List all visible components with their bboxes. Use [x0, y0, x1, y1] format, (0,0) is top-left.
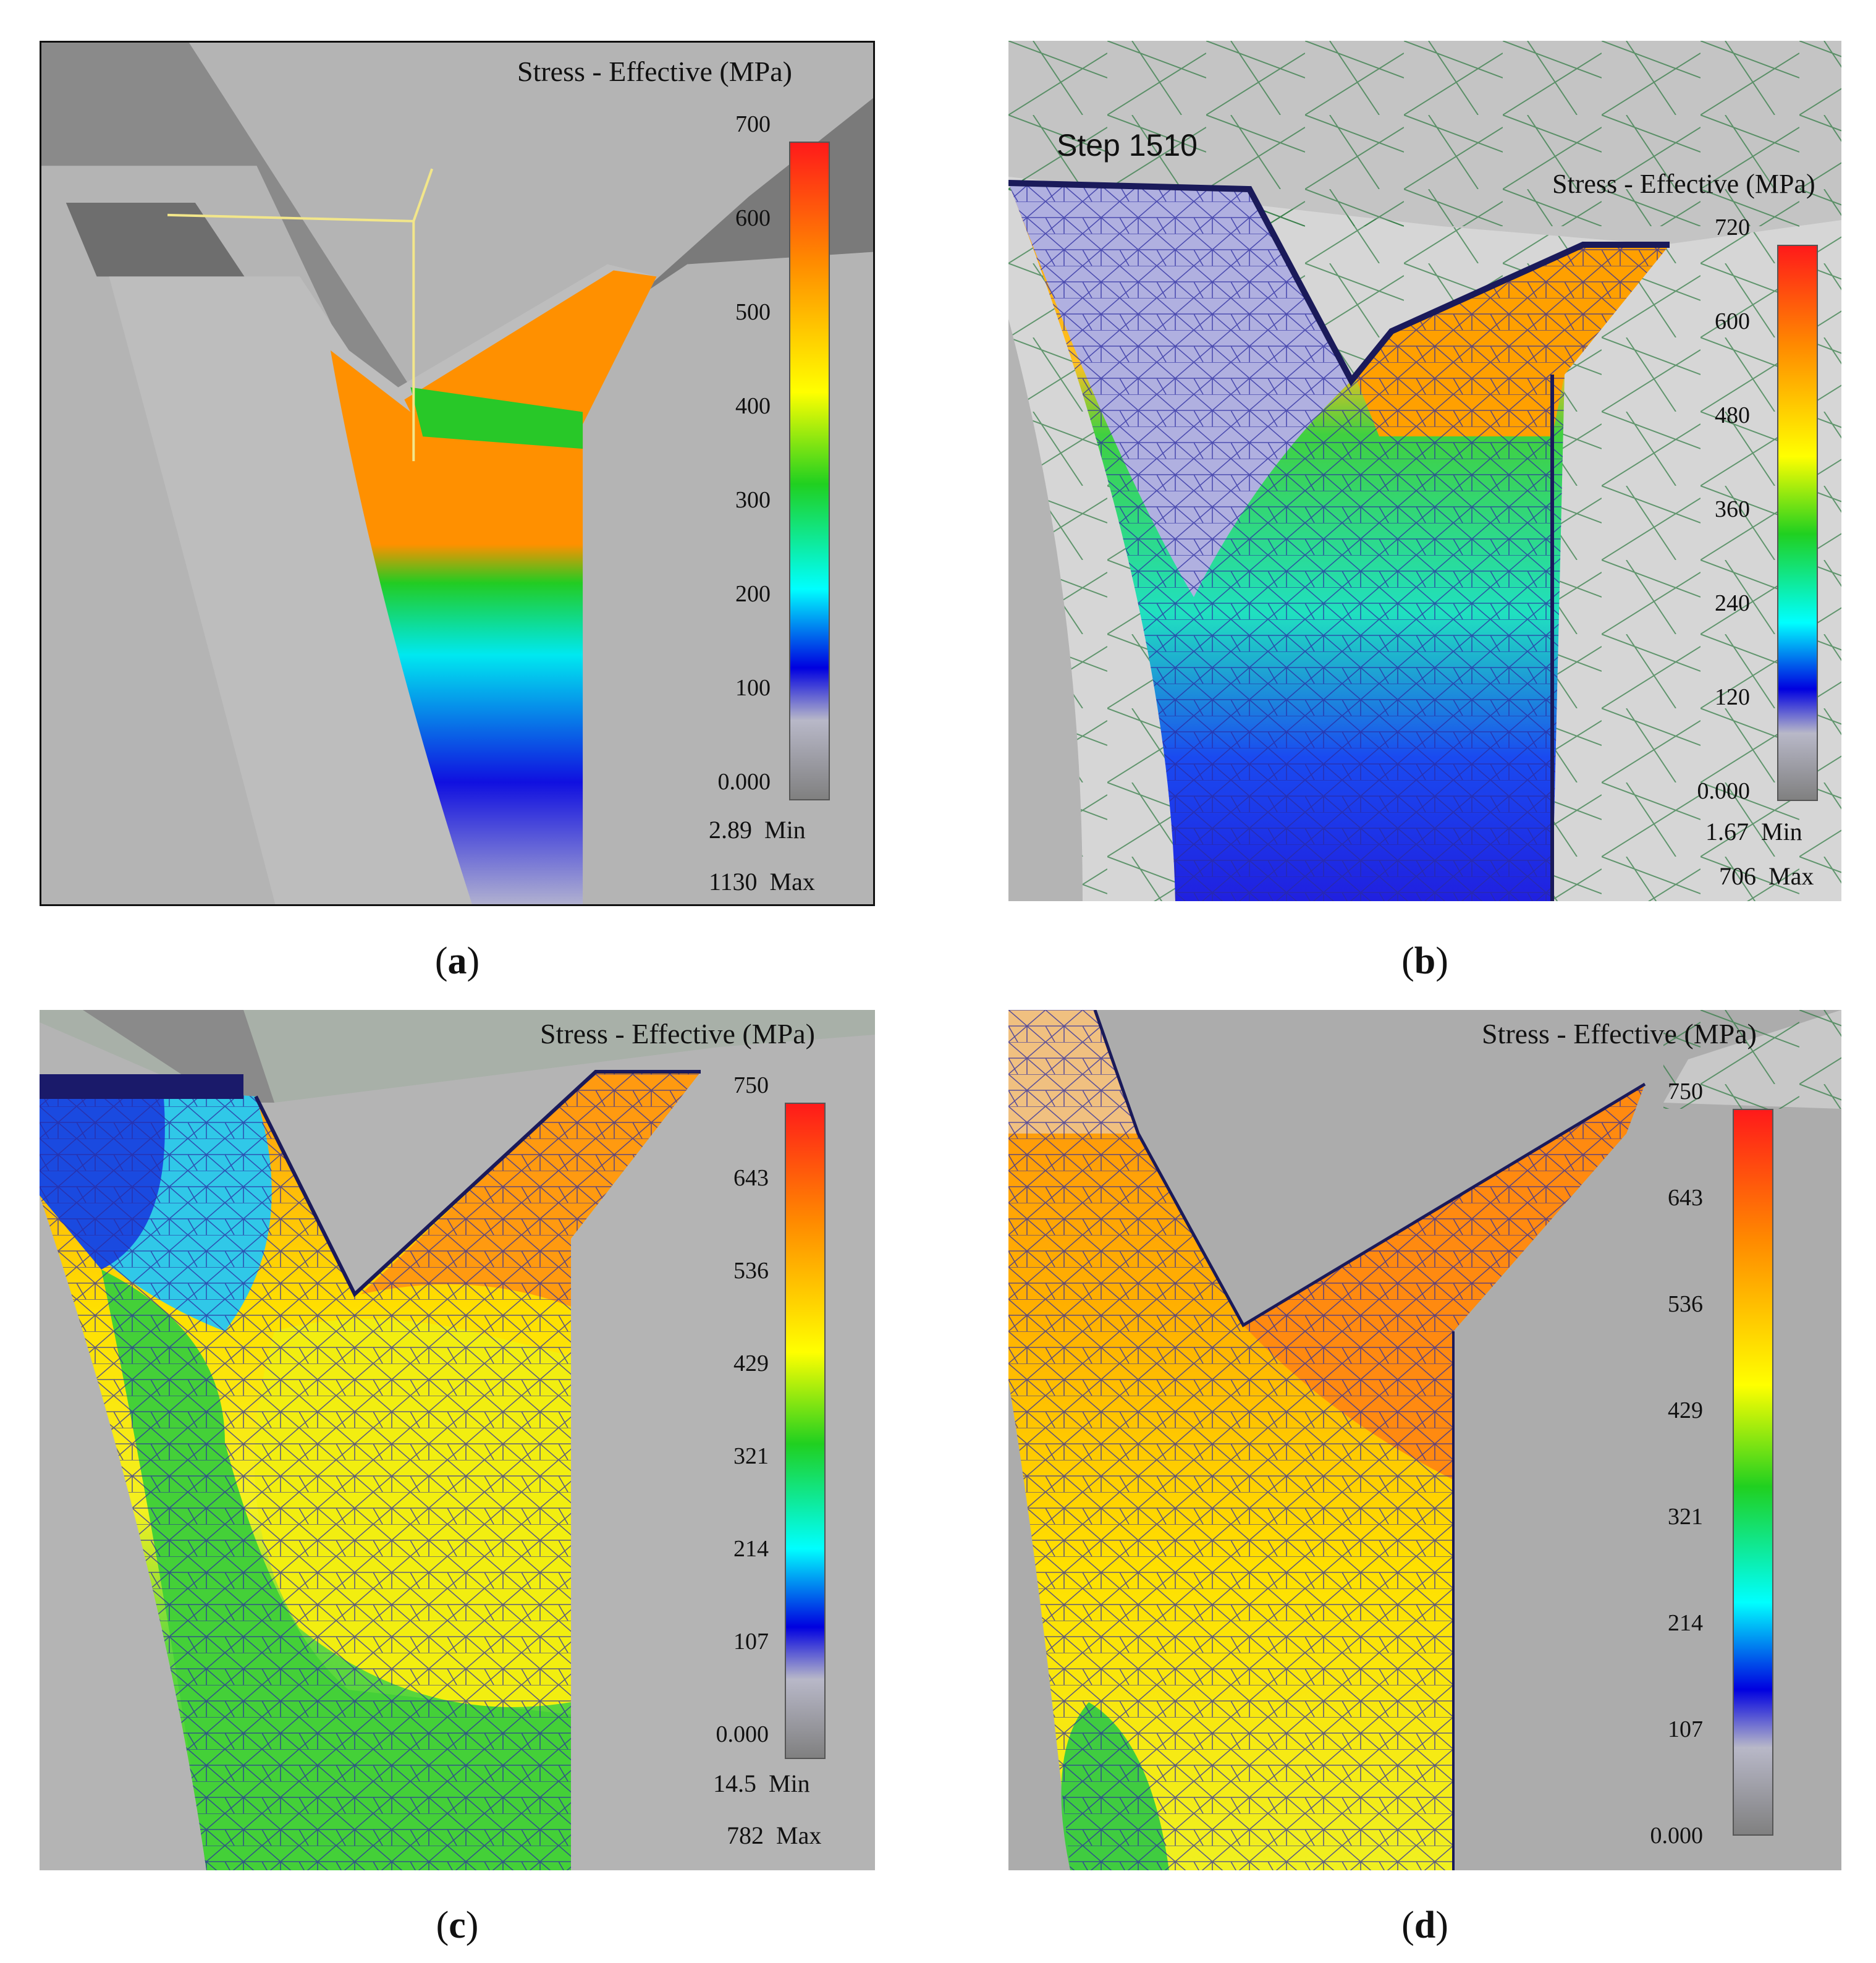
- max-readout: 782 Max: [727, 1821, 822, 1849]
- legend-title: Stress - Effective (MPa): [540, 1018, 815, 1049]
- tick-label: 200: [735, 581, 771, 607]
- tick-label: 0.000: [1697, 778, 1751, 804]
- tick-label: 600: [735, 205, 771, 231]
- max-readout: 706 Max: [1719, 862, 1814, 890]
- panel-c: Stress - Effective (MPa) 750 643 536 429…: [40, 1010, 875, 1870]
- tick-label: 120: [1715, 684, 1750, 710]
- tick-label: 214: [733, 1536, 769, 1562]
- legend-title: Stress - Effective (MPa): [1552, 169, 1815, 199]
- tick-label: 643: [733, 1165, 769, 1191]
- tick-label: 600: [1715, 308, 1750, 334]
- legend-title: Stress - Effective (MPa): [1482, 1018, 1757, 1049]
- max-readout: 1130 Max: [709, 868, 815, 896]
- tick-label: 300: [735, 487, 771, 513]
- tick-label: 107: [1668, 1716, 1703, 1742]
- caption-c: (c): [436, 1904, 479, 1946]
- tick-label: 429: [733, 1350, 769, 1376]
- stress-contour-plot-b: [1008, 41, 1841, 901]
- tick-label: 400: [735, 393, 771, 419]
- tick-label: 536: [733, 1258, 769, 1284]
- color-scale-bar: [785, 1103, 826, 1759]
- tick-label: 429: [1668, 1397, 1703, 1423]
- stress-contour-plot-c: [40, 1010, 875, 1870]
- step-label: Step 1510: [1057, 128, 1198, 163]
- panel-a: Stress - Effective (MPa) 700 600 500 400…: [40, 41, 875, 906]
- tick-label: 643: [1668, 1185, 1703, 1211]
- tick-label: 0.000: [716, 1721, 769, 1747]
- stress-contour-plot-d: [1008, 1010, 1841, 1870]
- color-scale-bar: [1777, 245, 1818, 801]
- tick-label: 100: [735, 675, 771, 701]
- tick-label: 107: [733, 1629, 769, 1655]
- caption-d: (d): [1401, 1904, 1448, 1946]
- tick-label: 536: [1668, 1291, 1703, 1317]
- color-scale-bar: [1733, 1109, 1773, 1836]
- tick-label: 240: [1715, 590, 1750, 616]
- caption-b: (b): [1401, 940, 1448, 982]
- tick-label: 500: [735, 299, 771, 325]
- stress-contour-plot-a: [41, 43, 873, 904]
- tick-label: 321: [733, 1443, 769, 1469]
- min-readout: 14.5 Min: [713, 1770, 810, 1797]
- panel-d: Stress - Effective (MPa) 750 643 536 429…: [1008, 1010, 1841, 1870]
- tick-label: 700: [735, 111, 771, 137]
- tick-label: 480: [1715, 402, 1750, 428]
- min-readout: 2.89 Min: [709, 816, 806, 844]
- tick-label: 720: [1715, 214, 1750, 240]
- tick-label: 321: [1668, 1504, 1703, 1530]
- min-readout: 1.67 Min: [1705, 818, 1802, 846]
- tick-label: 750: [1668, 1079, 1703, 1104]
- tick-label: 750: [733, 1072, 769, 1098]
- tick-label: 360: [1715, 496, 1750, 522]
- color-scale-bar: [789, 142, 830, 800]
- caption-a: (a): [434, 940, 480, 982]
- tick-label: 0.000: [1650, 1823, 1704, 1849]
- legend-title: Stress - Effective (MPa): [517, 56, 792, 87]
- panel-b: Step 1510 Stress - Effective (MPa) 720 6…: [1008, 41, 1841, 901]
- tick-label: 0.000: [717, 769, 771, 795]
- tick-label: 214: [1668, 1610, 1703, 1636]
